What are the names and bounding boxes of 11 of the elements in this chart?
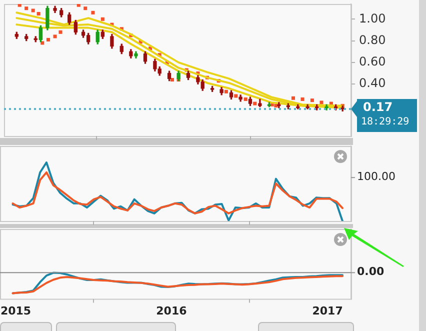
y-tick-label: 1.00 — [359, 11, 386, 26]
text: 18:29:29 — [361, 116, 410, 128]
ref-line-label: 0.17 — [363, 100, 393, 114]
x-tick-label: 2015 — [0, 304, 32, 318]
y-tick-label: 0.80 — [359, 32, 386, 47]
y-tick-label: 0.60 — [359, 54, 386, 69]
text: 100.00 — [357, 170, 396, 183]
x-tick-label: 2016 — [156, 304, 188, 318]
x-tick-label: 2017 — [312, 304, 343, 318]
text: 0.00 — [357, 265, 384, 278]
y-tick-label: 0.40 — [359, 76, 386, 90]
